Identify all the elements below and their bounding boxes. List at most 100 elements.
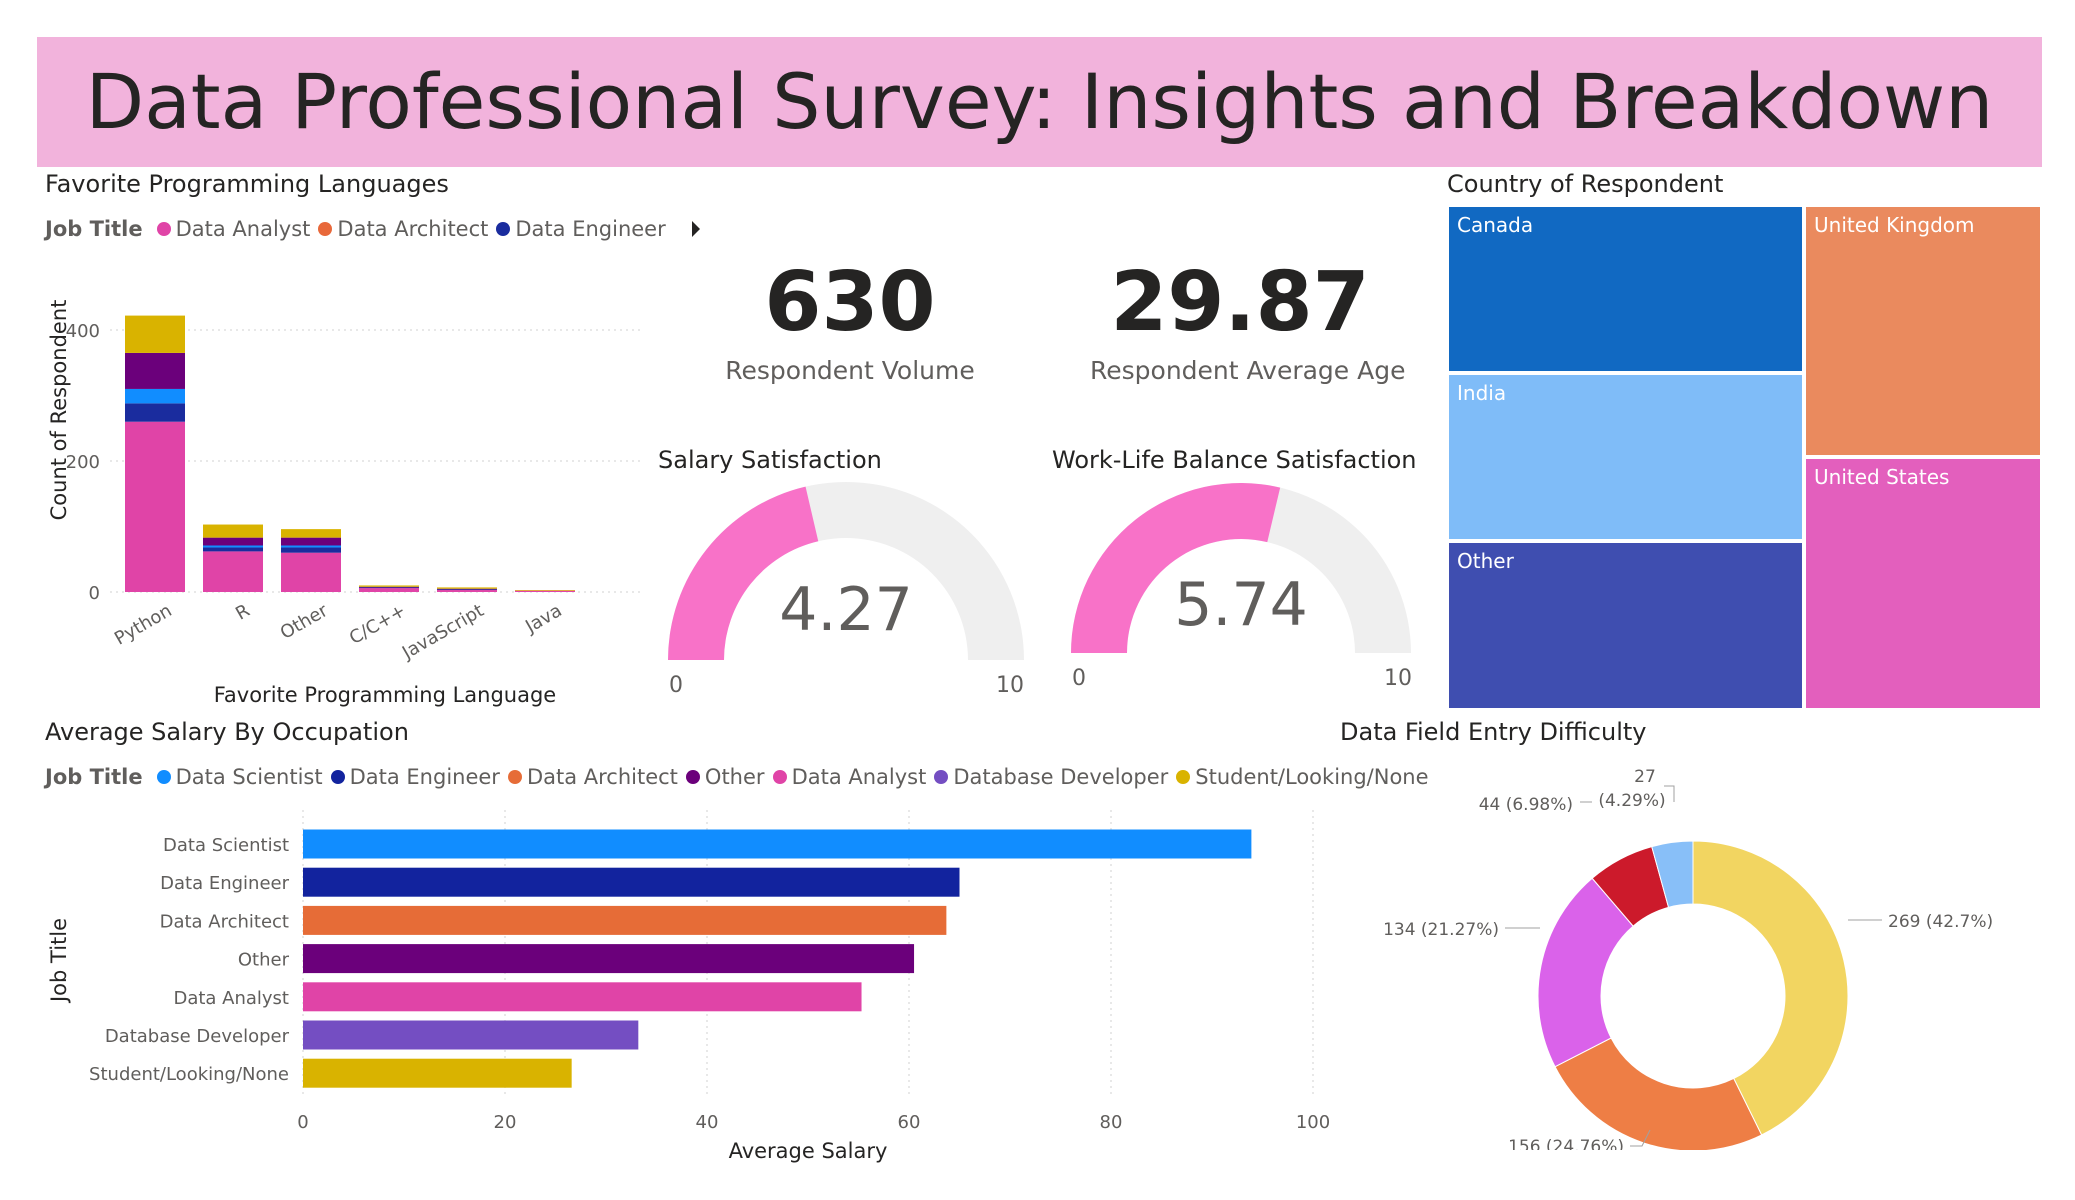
difficulty-chart-title: Data Field Entry Difficulty — [1340, 718, 1647, 746]
donut-slice — [1651, 840, 1694, 908]
bar-segment — [359, 588, 419, 592]
bar-segment — [125, 388, 185, 404]
bar — [303, 867, 960, 897]
salary-legend-item[interactable]: Database Developer — [934, 765, 1168, 789]
gauge-max: 10 — [996, 673, 1024, 698]
salary-satisfaction-gauge: 4.27 0 10 — [668, 482, 1024, 698]
y-tick-label: 0 — [89, 583, 100, 604]
gauge-max: 10 — [1384, 666, 1412, 691]
languages-legend: Job Title Data Analyst Data Architect Da… — [45, 217, 700, 241]
y-tick-label: Data Architect — [160, 911, 289, 932]
bar-segment — [515, 590, 575, 592]
treemap-title: Country of Respondent — [1447, 170, 1724, 198]
languages-legend-item[interactable]: Data Engineer — [496, 217, 666, 241]
salary-horizontal-bar-chart: 0 20 40 60 80 100 Data Scientist Data Engineer D… — [47, 810, 1330, 1163]
x-tick-label: 100 — [1296, 1112, 1330, 1133]
bar-segment — [359, 585, 419, 587]
languages-legend-item[interactable]: Data Architect — [318, 217, 488, 241]
slice-label: 44 (6.98%) — [1479, 795, 1573, 815]
languages-legend-item[interactable]: Data Analyst — [156, 217, 310, 241]
languages-stacked-bar-chart: 0 200 400 Python R Other C/C++JavaScript Java Fa… — [47, 300, 640, 707]
gauge-min: 0 — [669, 673, 683, 698]
bar — [303, 905, 947, 935]
bar-segment — [203, 524, 263, 538]
salary-legend: Job Title Data Scientist Data Engineer D… — [45, 765, 1437, 789]
treemap-cell-india[interactable]: India — [1447, 373, 1804, 541]
kpi-age-value: 29.87 — [1110, 255, 1370, 350]
x-tick-label: JavaScript — [398, 600, 488, 664]
y-tick-label: Data Analyst — [173, 988, 289, 1009]
bar-segment — [125, 315, 185, 353]
treemap-cell-canada[interactable]: Canada — [1447, 205, 1804, 373]
x-tick-label: 20 — [494, 1112, 517, 1133]
legend-next-arrow-icon[interactable] — [691, 221, 700, 237]
salary-legend-item[interactable]: Other — [685, 765, 765, 789]
gauge-fill — [668, 486, 819, 660]
salary-chart-title: Average Salary By Occupation — [45, 718, 409, 746]
salary-gauge-title: Salary Satisfaction — [658, 446, 882, 474]
bar-segment — [125, 403, 185, 422]
salary-legend-item[interactable]: Student/Looking/None — [1176, 765, 1429, 789]
salary-legend-item[interactable]: Data Engineer — [330, 765, 500, 789]
gauge-value: 5.74 — [1174, 570, 1308, 640]
y-tick-label: Database Developer — [105, 1026, 290, 1047]
x-tick-label: C/C++ — [346, 600, 410, 649]
bar-segment — [515, 590, 575, 591]
bar-segment — [281, 545, 341, 548]
gauge-fill — [1071, 483, 1281, 653]
slice-label: 156 (24.76%) — [1508, 1137, 1624, 1150]
bar — [303, 829, 1252, 859]
bar — [303, 1058, 572, 1088]
x-tick-label: Other — [277, 600, 332, 644]
y-tick-label: 400 — [66, 321, 100, 342]
salary-legend-item[interactable]: Data Scientist — [156, 765, 323, 789]
x-axis-label: Favorite Programming Language — [214, 683, 556, 707]
bar-segment — [281, 547, 341, 553]
gauge-value: 4.27 — [779, 575, 913, 645]
header-banner — [37, 37, 2042, 167]
bar-segment — [437, 587, 497, 589]
salary-legend-item[interactable]: Data Architect — [507, 765, 678, 789]
page-title: Data Professional Survey: Insights and B… — [85, 57, 1994, 146]
y-axis-label: Job Title — [47, 918, 71, 1004]
bar-segment — [437, 588, 497, 590]
bar-segment — [359, 587, 419, 589]
bar-segment — [203, 537, 263, 546]
leader-line — [1630, 1129, 1651, 1147]
bar-segment — [437, 590, 497, 592]
worklife-satisfaction-gauge: 5.74 0 10 — [1071, 483, 1412, 691]
y-axis-label: Count of Respondent — [47, 300, 71, 521]
kpi-volume-value: 630 — [764, 255, 936, 350]
worklife-gauge-title: Work-Life Balance Satisfaction — [1052, 446, 1417, 474]
languages-chart-title: Favorite Programming Languages — [45, 170, 449, 198]
y-tick-label: Other — [238, 950, 290, 971]
bar-segment — [437, 589, 497, 591]
x-tick-label: Java — [521, 600, 565, 638]
slice-label: 269 (42.7%) — [1888, 912, 1993, 932]
country-treemap: Canada India Other United Kingdom United… — [1447, 205, 2042, 710]
bar-segment — [125, 352, 185, 389]
languages-legend-title: Job Title — [45, 217, 143, 241]
kpi-volume-label: Respondent Volume — [725, 356, 975, 385]
bar-segment — [203, 545, 263, 548]
x-tick-label: 0 — [297, 1112, 308, 1133]
bar — [303, 1020, 639, 1050]
leader-line — [1664, 785, 1675, 802]
y-tick-label: Data Engineer — [160, 873, 289, 894]
bar-segment — [203, 551, 263, 592]
bar-segment — [359, 586, 419, 588]
salary-legend-item[interactable]: Data Analyst — [772, 765, 926, 789]
gauge-min: 0 — [1072, 666, 1086, 691]
treemap-cell-other[interactable]: Other — [1447, 541, 1804, 710]
bar-segment — [125, 421, 185, 592]
y-tick-label: 200 — [66, 452, 100, 473]
y-tick-label: Data Scientist — [163, 835, 289, 856]
treemap-cell-united-kingdom[interactable]: United Kingdom — [1804, 205, 2042, 457]
difficulty-donut-chart: 269 (42.7%) 156 (24.76%) 134 (21.27%) 44 (6… — [1383, 767, 1993, 1150]
donut-slice — [1554, 1037, 1763, 1150]
x-tick-label: 80 — [1100, 1112, 1123, 1133]
bar — [303, 944, 915, 974]
treemap-cell-united-states[interactable]: United States — [1804, 457, 2042, 710]
bar-segment — [281, 537, 341, 546]
kpi-respondent-volume: 630 Respondent Volume — [700, 255, 1000, 386]
